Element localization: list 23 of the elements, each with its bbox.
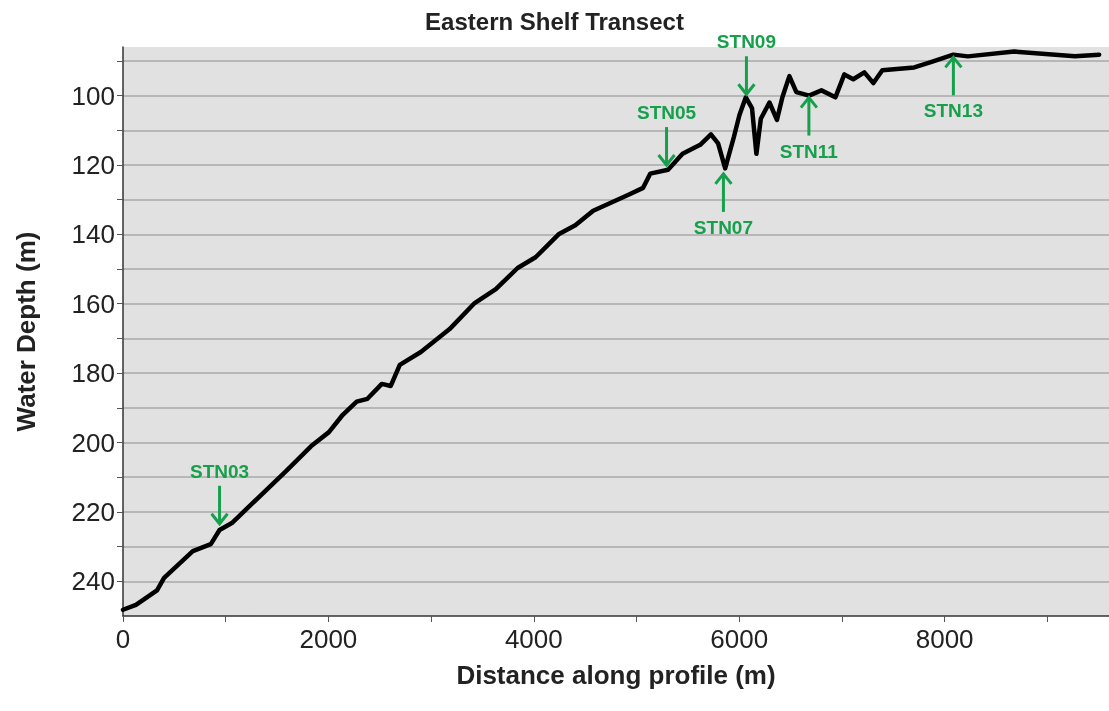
y-tick-label: 180: [71, 358, 115, 389]
y-tick-label: 160: [71, 288, 115, 319]
x-tick-label: 8000: [915, 624, 974, 654]
y-tick-label: 120: [71, 149, 115, 180]
annotation: STN03: [189, 460, 250, 482]
y-tick-label: 140: [71, 219, 115, 250]
y-tick-label: 240: [71, 566, 115, 597]
annotation: STN09: [716, 31, 777, 53]
y-tick-label: 220: [71, 496, 115, 527]
annotation: STN11: [779, 140, 839, 162]
x-tick-label: 6000: [710, 624, 769, 654]
x-tick-label: 4000: [504, 624, 563, 654]
y-tick-label: 100: [71, 80, 115, 111]
chart-title: Eastern Shelf Transect: [425, 7, 684, 35]
line-series: [120, 49, 1102, 612]
x-tick-label: 0: [115, 624, 131, 654]
x-axis-title: Distance along profile (m): [456, 660, 776, 690]
y-tick-label: 200: [71, 427, 115, 458]
x-tick-label: 2000: [299, 624, 358, 654]
annotation: STN05: [636, 102, 697, 124]
y-axis-title: Water Depth (m): [11, 231, 41, 432]
annotation: STN07: [693, 216, 753, 238]
annotation: STN13: [923, 100, 983, 122]
